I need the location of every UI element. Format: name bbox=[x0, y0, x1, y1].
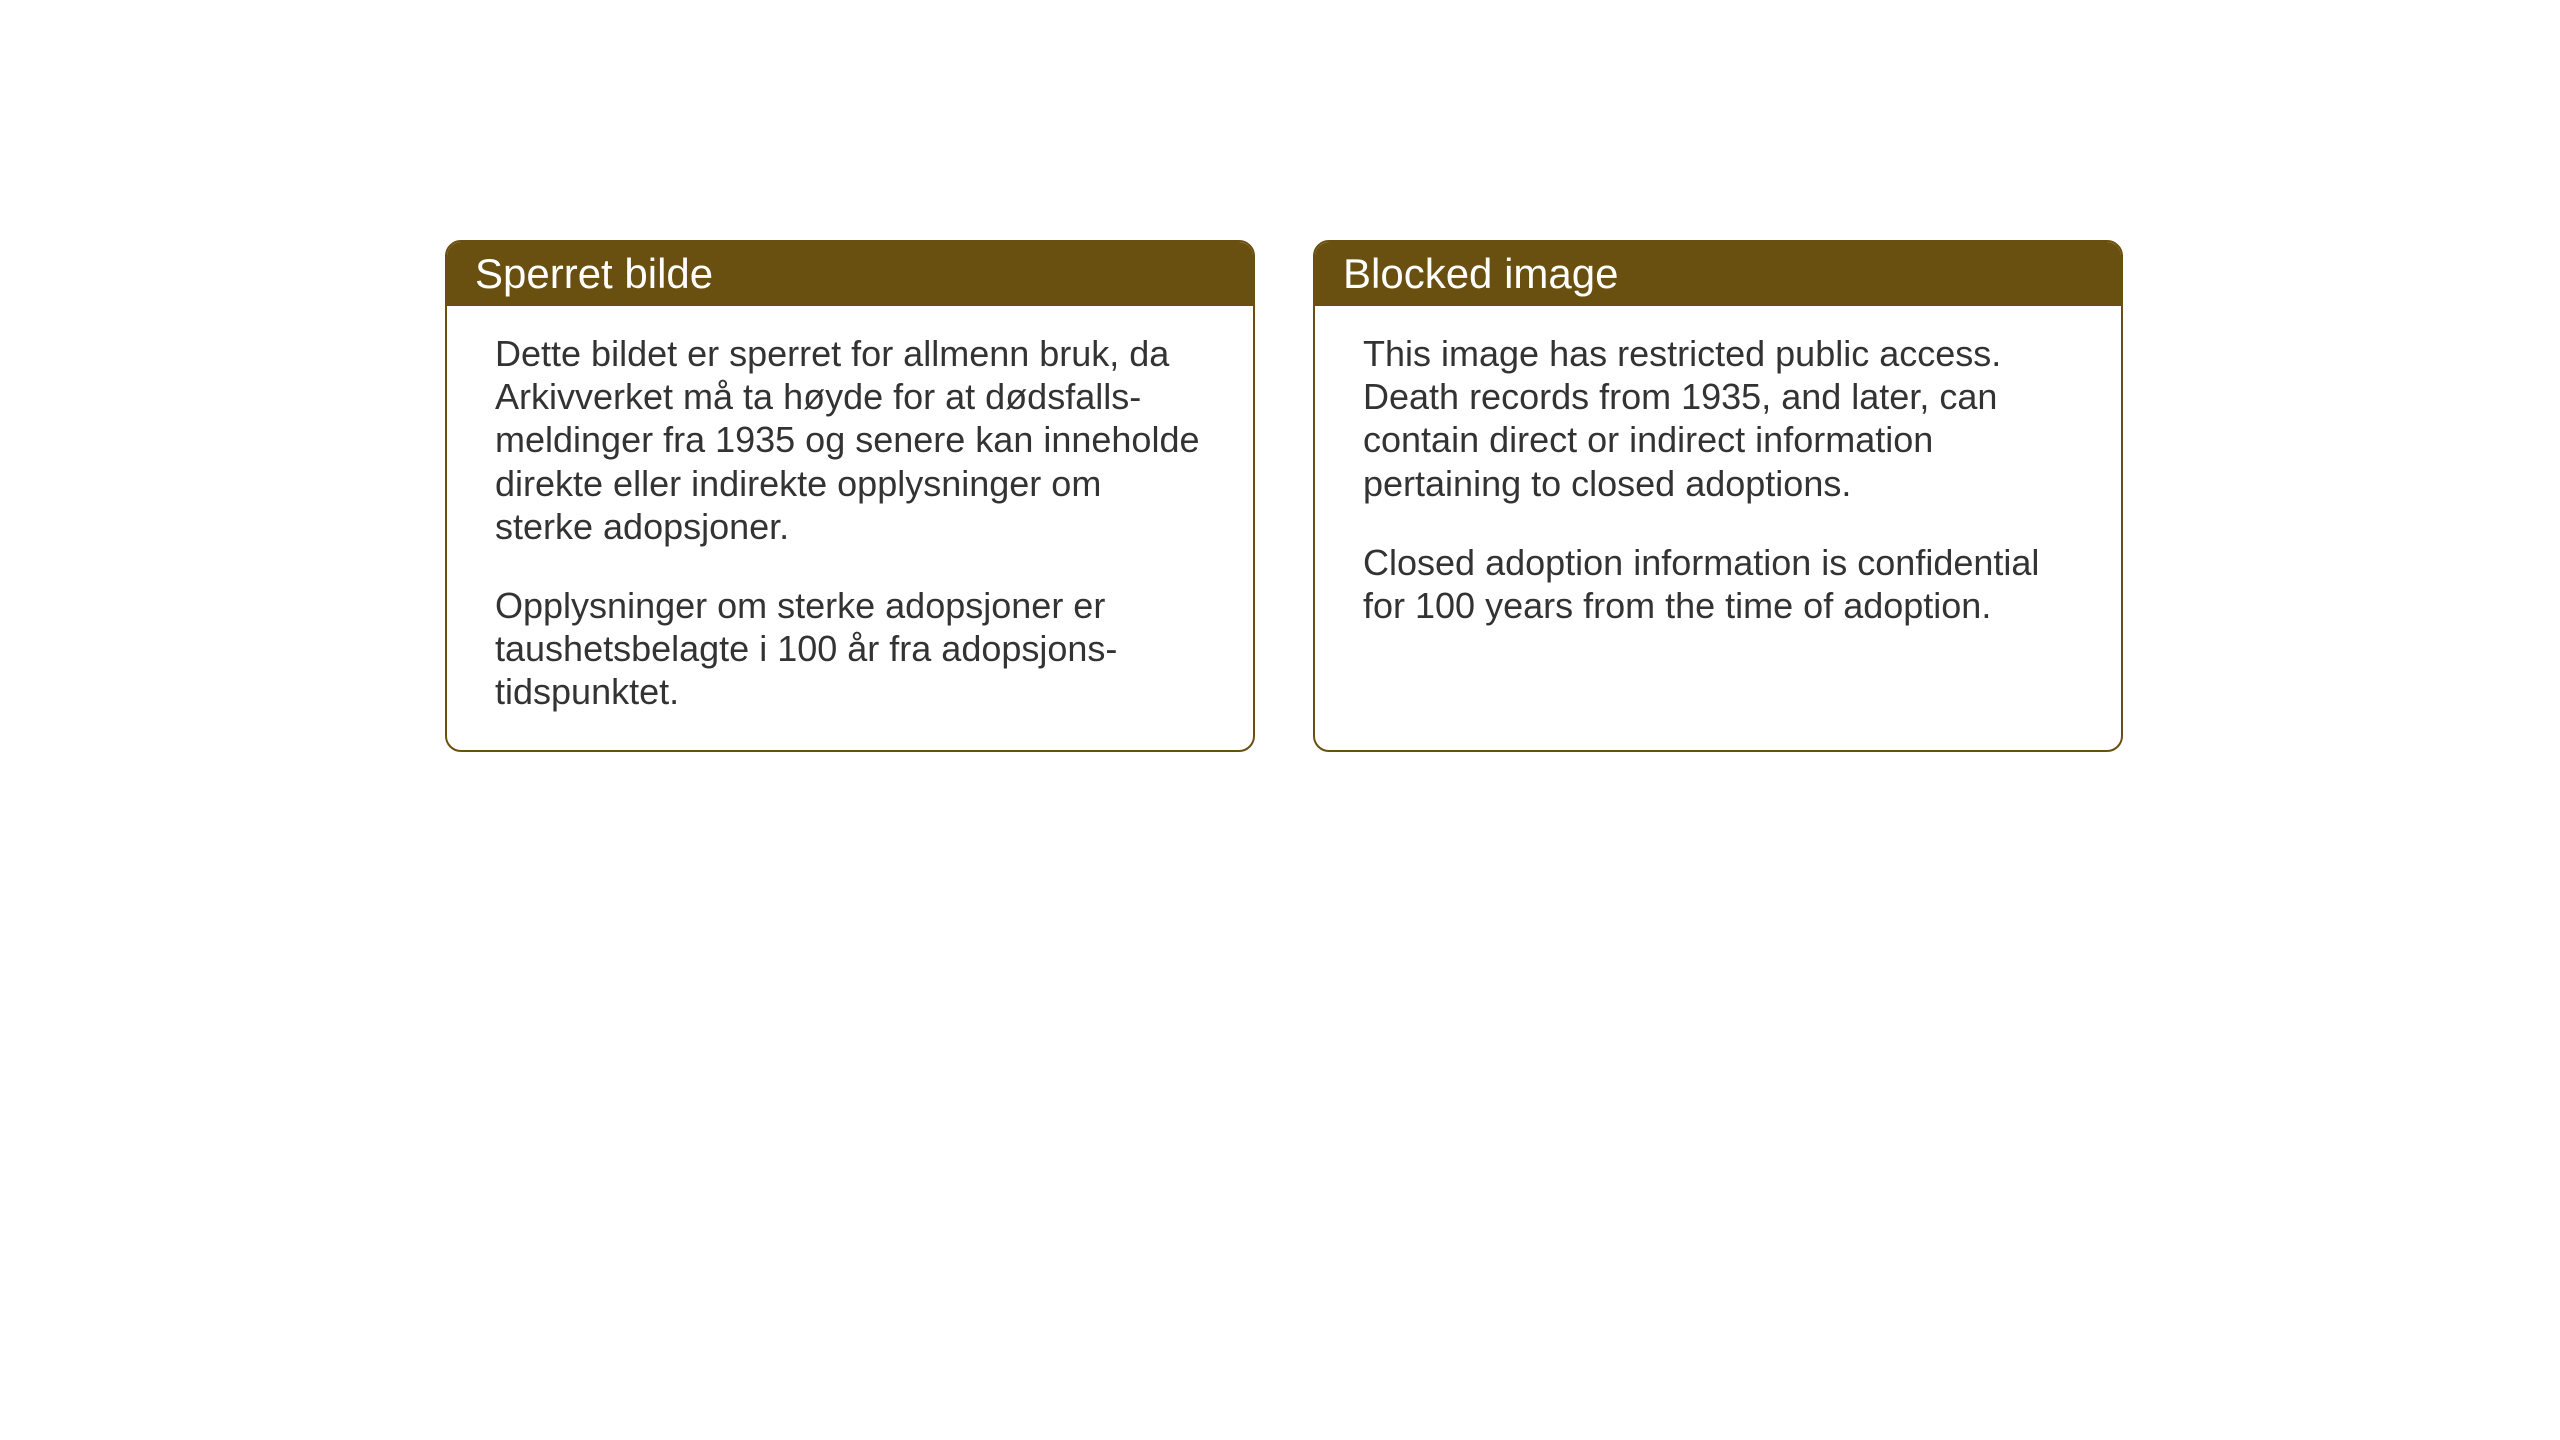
card-paragraph-1: Dette bildet er sperret for allmenn bruk… bbox=[495, 332, 1205, 548]
card-header-english: Blocked image bbox=[1315, 242, 2121, 306]
card-body-english: This image has restricted public access.… bbox=[1315, 306, 2121, 663]
card-paragraph-2: Closed adoption information is confident… bbox=[1363, 541, 2073, 627]
card-paragraph-2: Opplysninger om sterke adopsjoner er tau… bbox=[495, 584, 1205, 714]
card-paragraph-1: This image has restricted public access.… bbox=[1363, 332, 2073, 505]
notice-cards-container: Sperret bilde Dette bildet er sperret fo… bbox=[445, 240, 2123, 752]
notice-card-english: Blocked image This image has restricted … bbox=[1313, 240, 2123, 752]
card-title: Blocked image bbox=[1343, 250, 1618, 297]
card-header-norwegian: Sperret bilde bbox=[447, 242, 1253, 306]
card-title: Sperret bilde bbox=[475, 250, 713, 297]
notice-card-norwegian: Sperret bilde Dette bildet er sperret fo… bbox=[445, 240, 1255, 752]
card-body-norwegian: Dette bildet er sperret for allmenn bruk… bbox=[447, 306, 1253, 750]
